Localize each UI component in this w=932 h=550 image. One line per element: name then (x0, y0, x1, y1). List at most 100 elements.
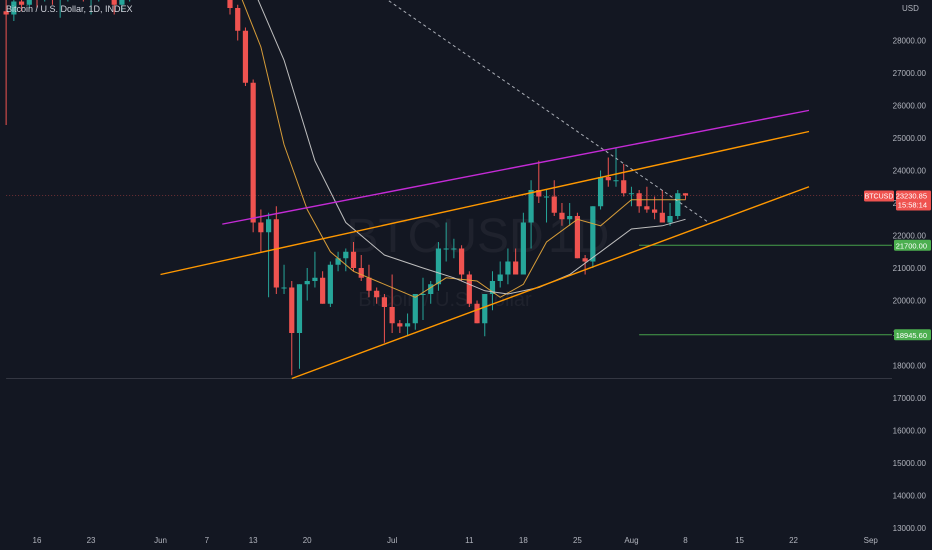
candle-body (404, 323, 411, 327)
candle (420, 277, 426, 320)
price-tick-label: 24000.00 (893, 167, 927, 176)
candle (459, 245, 465, 281)
horizontal-lines (6, 195, 892, 379)
candle-body (482, 294, 488, 324)
candle (26, 0, 32, 8)
time-tick-label: Jun (154, 536, 167, 545)
candle (428, 281, 434, 304)
moving-average-fast (241, 0, 686, 298)
moving-average-slow (257, 0, 686, 295)
candle (466, 271, 472, 307)
candle-body (343, 251, 349, 259)
trend-line-upper-resistance[interactable] (222, 109, 810, 225)
price-tick-label: 15000.00 (893, 459, 927, 468)
candle (250, 79, 256, 233)
time-tick-label: Jul (387, 536, 397, 545)
candle-body (389, 307, 395, 324)
price-tick-label: 22000.00 (893, 232, 927, 241)
last-price-badge-bg (896, 190, 931, 211)
candle-body (435, 248, 442, 285)
candle-body (574, 216, 580, 259)
candle-body (397, 323, 403, 327)
candle (675, 190, 681, 220)
level-badge-label: 18945.60 (896, 331, 927, 340)
candle (536, 160, 542, 203)
trend-line-wedge-lower[interactable] (291, 186, 810, 380)
candle (289, 281, 295, 376)
candle-body (235, 8, 241, 31)
candle-body (327, 264, 333, 304)
candle-body (312, 277, 318, 281)
candle (374, 287, 380, 304)
candle-body (304, 281, 310, 285)
candle-body (652, 209, 658, 213)
candle (520, 212, 526, 275)
candle-body (381, 297, 387, 307)
price-tick-label: 14000.00 (893, 492, 927, 501)
candle (111, 0, 117, 15)
time-tick-label: 8 (683, 536, 688, 545)
candle-body (119, 0, 125, 5)
candle (304, 268, 310, 301)
candle-body (374, 290, 380, 298)
candle (559, 203, 565, 226)
candle (343, 248, 349, 272)
candle-body (474, 303, 480, 324)
candle-body (628, 193, 635, 195)
candle-body (551, 196, 557, 213)
candle-body (567, 216, 573, 220)
time-tick-label: 13 (249, 536, 258, 545)
level-badge: 21700.00 (894, 239, 931, 251)
candle-body (26, 0, 32, 5)
candle-body (266, 219, 272, 233)
candle-body (497, 274, 503, 281)
candle (242, 27, 249, 86)
candle-body (335, 258, 341, 265)
trend-lines[interactable] (160, 0, 810, 380)
candle (266, 212, 272, 298)
time-tick-label: 23 (87, 536, 96, 545)
price-tick-label: 17000.00 (893, 394, 927, 403)
candle (389, 274, 395, 333)
time-axis[interactable]: 16 23 Jun 7 13 20 Jul 11 18 25 Aug 8 15 22 Sep (33, 536, 879, 545)
candle (474, 300, 480, 324)
candle (551, 180, 557, 216)
candle-body (350, 251, 357, 268)
time-tick-label: Aug (624, 536, 638, 545)
candle (119, 0, 125, 12)
candle-body (559, 212, 565, 220)
candle (59, 0, 61, 18)
time-tick-label: 25 (573, 536, 582, 545)
candle (235, 4, 241, 41)
candle (451, 238, 457, 259)
candle (605, 157, 611, 187)
price-tick-label: 20000.00 (893, 297, 927, 306)
candle-body (281, 287, 287, 289)
candle (358, 255, 364, 281)
candle-body (273, 219, 279, 288)
candle (366, 264, 372, 298)
candle-body (597, 177, 604, 207)
candle-body (11, 1, 17, 15)
candle (312, 251, 318, 288)
candle (628, 186, 635, 207)
candle-body (520, 222, 526, 275)
symbol-title: Bitcoin / U.S. Dollar, 1D, INDEX (6, 4, 133, 14)
last-price-label: 23230.85 (896, 191, 927, 200)
time-tick-label: 20 (303, 536, 312, 545)
candle-body (536, 190, 542, 197)
time-tick-label: 7 (205, 536, 210, 545)
price-tick-label: 16000.00 (893, 427, 927, 436)
candle (667, 203, 673, 226)
trend-line-wedge-upper[interactable] (160, 130, 810, 276)
candle (505, 248, 511, 285)
candle (281, 264, 287, 294)
price-tick-label: 27000.00 (893, 69, 927, 78)
candle-body (605, 177, 611, 181)
candle-body (250, 82, 256, 223)
candle-body (505, 261, 511, 275)
candle (11, 0, 17, 21)
